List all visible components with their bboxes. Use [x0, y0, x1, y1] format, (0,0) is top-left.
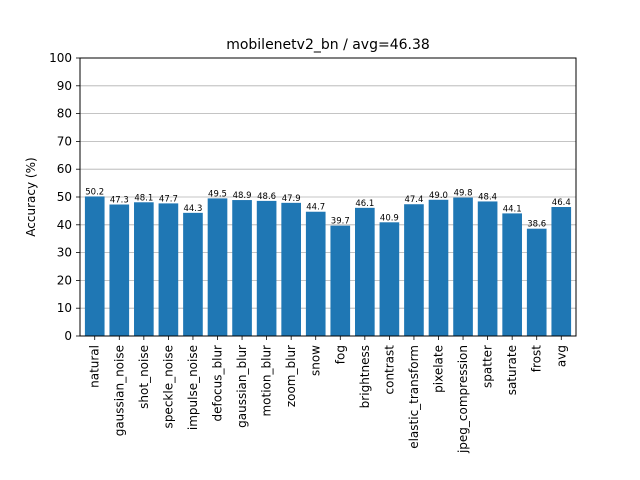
y-tick-label: 20 [57, 273, 72, 287]
x-tick-label: gaussian_blur [235, 345, 249, 428]
bar [183, 212, 203, 336]
y-tick-label: 80 [57, 107, 72, 121]
bars-group [84, 196, 572, 336]
x-tick-label: gaussian_noise [112, 345, 126, 436]
y-tick-label: 30 [57, 246, 72, 260]
bar [453, 197, 473, 336]
data-label: 48.9 [233, 191, 252, 201]
bar [477, 201, 498, 336]
data-label: 44.1 [503, 204, 522, 214]
bar [109, 204, 130, 336]
x-tick-label: avg [554, 345, 568, 367]
x-tick-label: impulse_noise [186, 345, 200, 430]
x-axis: natural gaussian_noise shot_noise speckle_n… [88, 336, 568, 454]
y-tick-label: 0 [64, 329, 72, 343]
x-tick-label: elastic_transform [407, 345, 421, 449]
x-tick-label: zoom_blur [284, 345, 298, 407]
data-label: 39.7 [331, 217, 350, 227]
data-label: 50.2 [85, 187, 104, 197]
bar [526, 228, 547, 336]
bar [84, 196, 105, 336]
x-tick-label: motion_blur [260, 345, 274, 417]
data-label: 49.8 [454, 189, 473, 199]
data-label: 48.4 [478, 192, 497, 202]
x-tick-label: shot_noise [137, 345, 151, 409]
bar [428, 199, 449, 336]
bar [551, 207, 572, 336]
data-label: 49.0 [429, 191, 448, 201]
x-tick-label: pixelate [431, 345, 445, 393]
bar [256, 200, 277, 336]
bar [232, 200, 252, 336]
x-tick-label: jpeg_compression [456, 345, 470, 454]
x-tick-label: natural [88, 345, 102, 388]
data-label: 47.4 [404, 195, 423, 205]
y-tick-label: 100 [49, 51, 72, 65]
x-tick-label: fog [333, 345, 347, 364]
x-tick-label: brightness [358, 345, 372, 408]
y-axis: 0 10 20 30 40 50 60 70 80 90 100 [49, 51, 80, 343]
data-label: 46.1 [355, 199, 374, 209]
x-tick-label: speckle_noise [161, 345, 175, 428]
bar [379, 222, 400, 336]
bar [305, 211, 326, 336]
y-tick-label: 70 [57, 134, 72, 148]
data-label: 46.4 [552, 198, 571, 208]
data-label: 40.9 [380, 213, 399, 223]
data-label: 47.3 [110, 196, 129, 206]
bar [158, 203, 179, 336]
bar [502, 213, 522, 336]
data-labels-group: 50.2 47.3 48.1 47.7 44.3 49.5 48.9 48.6 47.9 44.7… [85, 187, 570, 229]
data-label: 44.7 [306, 203, 325, 213]
bar [404, 204, 424, 336]
chart-title: mobilenetv2_bn / avg=46.38 [226, 37, 430, 53]
data-label: 47.9 [282, 194, 301, 204]
grid-lines [80, 57, 576, 337]
x-tick-label: snow [309, 345, 323, 376]
data-label: 49.5 [208, 189, 227, 199]
y-tick-label: 10 [57, 301, 72, 315]
y-tick-label: 60 [57, 162, 72, 176]
x-tick-label: saturate [505, 345, 519, 395]
plot-frame [79, 57, 577, 337]
data-label: 47.7 [159, 194, 178, 204]
bar [281, 202, 301, 336]
bar [134, 202, 154, 336]
bar [207, 198, 228, 336]
bar [330, 225, 351, 336]
x-tick-label: defocus_blur [211, 345, 225, 422]
data-label: 48.1 [134, 193, 153, 203]
x-tick-label: spatter [481, 345, 495, 388]
x-tick-label: contrast [382, 345, 396, 395]
data-label: 38.6 [527, 220, 546, 230]
bar [355, 207, 375, 336]
data-label: 48.6 [257, 192, 276, 202]
y-axis-label: Accuracy (%) [24, 157, 38, 236]
x-tick-label: frost [530, 345, 544, 372]
y-tick-label: 40 [57, 218, 72, 232]
data-label: 44.3 [183, 204, 202, 214]
y-tick-label: 50 [57, 190, 72, 204]
y-tick-label: 90 [57, 79, 72, 93]
